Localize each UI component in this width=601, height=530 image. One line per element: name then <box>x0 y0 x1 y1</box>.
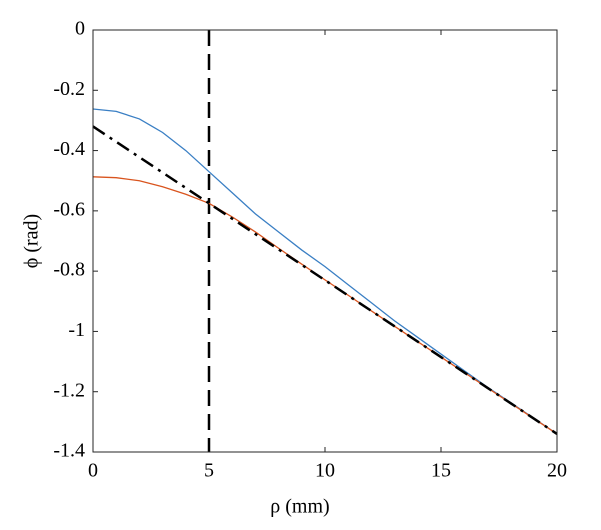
y-tick-label: -1 <box>68 319 85 341</box>
x-tick-label: 20 <box>547 460 567 482</box>
line <box>92 176 558 435</box>
y-tick-label: -1.2 <box>53 379 85 401</box>
y-tick-label: -1.4 <box>53 440 85 462</box>
x-tick-label: 10 <box>315 460 335 482</box>
y-tick-label: -0.6 <box>53 198 85 220</box>
line <box>92 108 558 435</box>
y-tick-label: -0.4 <box>53 138 85 160</box>
y-tick-label: 0 <box>75 18 85 40</box>
x-tick-label: 0 <box>88 460 98 482</box>
x-tick-label: 5 <box>204 460 214 482</box>
x-axis-label: ρ (mm) <box>270 496 329 518</box>
y-axis-label: ϕ (rad) <box>21 214 43 268</box>
y-tick-label: -0.8 <box>53 259 85 281</box>
x-tick-label: 15 <box>431 460 451 482</box>
y-tick-label: -0.2 <box>53 78 85 100</box>
plot-frame <box>92 29 558 453</box>
line <box>92 125 558 435</box>
